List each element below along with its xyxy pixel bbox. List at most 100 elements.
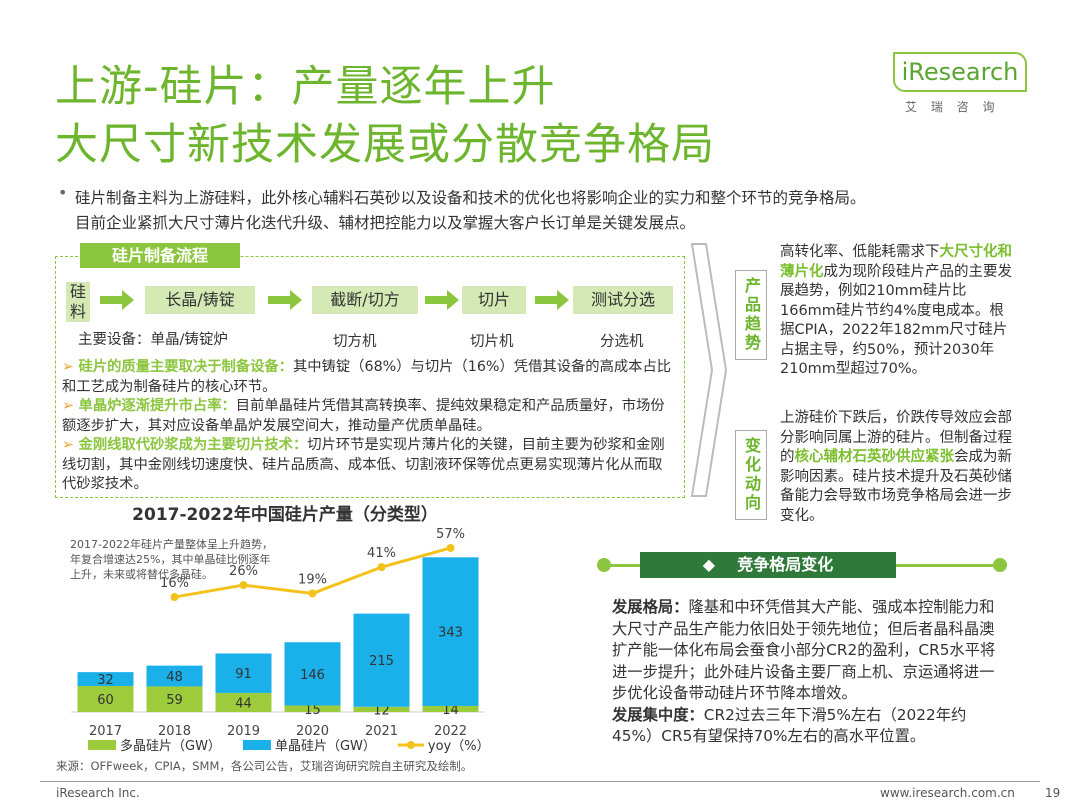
legend-label: 单晶硅片（GW） (275, 739, 376, 754)
flow-arrow (122, 290, 134, 310)
equipment: 分选机 (600, 334, 644, 350)
title-line: 大尺寸新技术发展或分散竞争格局 (55, 120, 715, 170)
legend-swatch (88, 740, 116, 750)
process-step: 截断/切方 (312, 286, 418, 314)
chart-title: 2017-2022年中国硅片产量（分类型） (132, 504, 438, 525)
text: 高转化率、低能耗需求下 (780, 244, 940, 260)
bar-segment (353, 613, 410, 707)
value-label: 12 (373, 703, 390, 718)
highlight: 硅片的质量主要取决于制备设备： (78, 359, 293, 375)
side-label: 产品趋势 (735, 270, 767, 360)
bar-segment (77, 686, 134, 712)
side-label: 变化动向 (735, 430, 767, 520)
chart-note: 2017-2022年硅片产量整体呈上升趋势， (70, 537, 273, 551)
highlight: 大尺寸化和薄片化 (780, 244, 1012, 280)
bar-segment (146, 686, 203, 712)
footer-line (40, 781, 1040, 782)
source: 来源：OFFweek，CPIA，SMM，各公司公告，艾瑞咨询研究院自主研究及绘制… (56, 759, 473, 773)
intro-line: 硅片制备主料为上游硅料，此外核心辅料石英砂以及设备和技术的优化也将影响企业的实力… (75, 189, 866, 207)
yoy-label: 26% (229, 564, 258, 579)
competition-text: 发展格局：隆基和中环凭借其大产能、强成本控制能力和大尺寸产品生产能力依旧处于领先… (612, 597, 1000, 748)
bar-segment (215, 692, 272, 712)
point-text: 目前单晶硅片凭借其高转换率、提纯效果稳定和产品质量好，市场份额逐步扩大，其对应设… (62, 398, 665, 434)
yoy-point (377, 563, 386, 572)
point-text: 切片环节是实现片薄片化的关键，目前主要为砂浆和金刚线切割，其中金刚线切速度快、硅… (62, 437, 665, 492)
process-step: 切片 (462, 286, 526, 314)
label: 发展集中度： (612, 705, 704, 724)
process-frame (55, 256, 685, 498)
process-title: 硅片制备流程 (80, 243, 240, 268)
text: 隆基和中环凭借其大产能、强成本控制能力和大尺寸产品生产能力依旧处于领先地位；但后… (612, 598, 996, 702)
highlight: 核心辅材石英砂供应紧张 (794, 449, 955, 465)
bar-segment (146, 665, 203, 687)
logo: iResearch (893, 52, 1027, 92)
legend-label: 多晶硅片（GW） (120, 738, 221, 754)
process-step: 长晶/铸锭 (145, 286, 255, 314)
x-tick-label: 2020 (296, 724, 329, 739)
process-step: 测试分选 (573, 286, 673, 314)
legend-swatch (242, 740, 271, 750)
bar-segment (284, 642, 341, 706)
legend-label: yoy（%） (428, 739, 490, 754)
value-label: 146 (300, 668, 325, 683)
dot (597, 558, 611, 572)
equipment: 切片机 (470, 334, 514, 350)
value-label: 343 (438, 626, 463, 641)
value-label: 91 (235, 667, 252, 682)
legend-swatch (406, 741, 415, 749)
process-step: 硅料 (66, 282, 90, 322)
yoy-label: 16% (160, 576, 189, 591)
flow-arrow (290, 290, 302, 310)
value-label: 60 (97, 693, 114, 708)
equipment: 主要设备：单晶/铸锭炉 (78, 332, 228, 348)
text: CR2过去三年下滑5%左右（2022年约45%）CR5有望保持70%左右的高水平… (612, 705, 967, 746)
chevron (690, 243, 728, 497)
value-label: 14 (442, 703, 459, 718)
bullet: • (58, 183, 68, 202)
page-number: 19 (1045, 786, 1061, 800)
process-point: ➢ 单晶炉逐渐提升市占率：目前单晶硅片凭借其高转换率、提纯效果稳定和产品质量好，… (62, 398, 665, 434)
x-tick-label: 2021 (365, 724, 398, 739)
chart-note: 年复合增速达25%，其中单晶硅比例逐年 (70, 552, 270, 566)
value-label: 215 (369, 654, 394, 669)
equipment: 切方机 (333, 334, 377, 350)
yoy-label: 19% (298, 572, 327, 587)
value-label: 32 (97, 673, 114, 688)
label: 发展格局： (612, 598, 689, 616)
title-text: 竞争格局变化 (737, 555, 834, 574)
intro-line: 目前企业紧抓大尺寸薄片化迭代升级、辅材把控能力以及掌握大客户长订单是关键发展点。 (75, 214, 696, 232)
process-point: ➢ 金刚线取代砂浆成为主要切片技术：切片环节是实现片薄片化的关键，目前主要为砂浆… (62, 437, 665, 492)
chart-note: 上升，未来或将替代多晶硅。 (70, 567, 213, 581)
flow-arrow (425, 296, 447, 304)
text: 会成为新影响因素。硅片技术提升及石英砂储备能力会导致市场竞争格局会进一步变化。 (780, 449, 1012, 524)
flow-arrow (557, 290, 569, 310)
yoy-point (239, 581, 248, 590)
competition-title: ◆ 竞争格局变化 (640, 552, 896, 578)
title-line: 上游-硅片：产量逐年上升 (55, 62, 556, 112)
text: 成为现阶段硅片产品的主要发展趋势，例如210mm硅片比166mm硅片节约4%度电… (780, 263, 1012, 378)
value-label: 44 (235, 696, 252, 711)
text: 上游硅价下跌后，价跌传导效应会部分影响同属上游的硅片。但制备过程的 (780, 410, 1012, 465)
bar-segment (422, 705, 479, 712)
yoy-label: 41% (367, 546, 396, 561)
paragraph: 发展集中度：CR2过去三年下滑5%左右（2022年约45%）CR5有望保持70%… (612, 705, 1000, 748)
yoy-point (446, 543, 455, 552)
bar-segment (215, 653, 272, 693)
highlight: 单晶炉逐渐提升市占率： (78, 398, 236, 414)
value-label: 15 (304, 703, 321, 718)
flow-arrow (535, 296, 557, 304)
trend-text: 高转化率、低能耗需求下大尺寸化和薄片化成为现阶段硅片产品的主要发展趋势，例如21… (780, 243, 1012, 380)
yoy-point (170, 593, 179, 602)
logo-sub: 艾 瑞 咨 询 (905, 100, 1000, 114)
yoy-label: 57% (436, 527, 465, 542)
highlight: 金刚线取代砂浆成为主要切片技术： (78, 437, 308, 453)
dot (993, 558, 1007, 572)
value-label: 59 (166, 693, 183, 708)
x-tick-label: 2018 (158, 724, 191, 739)
bar-segment (284, 705, 341, 712)
footer-left: iResearch Inc. (56, 786, 140, 800)
bar-segment (422, 557, 479, 706)
x-tick-label: 2022 (434, 724, 467, 739)
